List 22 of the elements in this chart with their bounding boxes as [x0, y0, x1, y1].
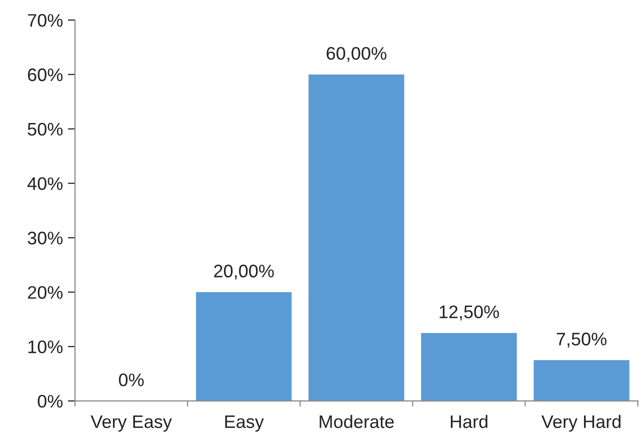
y-tick-label: 50%: [28, 122, 63, 136]
data-label: 0%: [118, 373, 144, 386]
data-label: 60,00%: [326, 47, 386, 62]
data-label: 12,50%: [440, 305, 499, 320]
y-tick-label: 20%: [28, 286, 63, 299]
x-tick-label: Easy: [225, 416, 264, 432]
x-tick-label: Very Hard: [541, 414, 620, 432]
y-tick-label: 70%: [28, 14, 63, 27]
data-label: 7,50%: [556, 332, 606, 348]
y-tick-label: 40%: [27, 177, 63, 190]
bar: [308, 74, 404, 401]
x-tick-label: Hard: [450, 414, 488, 428]
y-tick-label: 30%: [28, 232, 63, 244]
y-tick-label: 0%: [38, 394, 63, 408]
bar: [421, 332, 517, 401]
x-tick-label: Very Easy: [90, 416, 172, 432]
y-tick-label: 10%: [28, 340, 63, 354]
x-tick-label: Moderate: [320, 414, 394, 428]
bar: [534, 360, 630, 401]
bar: [196, 292, 292, 401]
data-label: 20,00%: [214, 264, 274, 280]
y-tick-label: 60%: [28, 68, 63, 82]
